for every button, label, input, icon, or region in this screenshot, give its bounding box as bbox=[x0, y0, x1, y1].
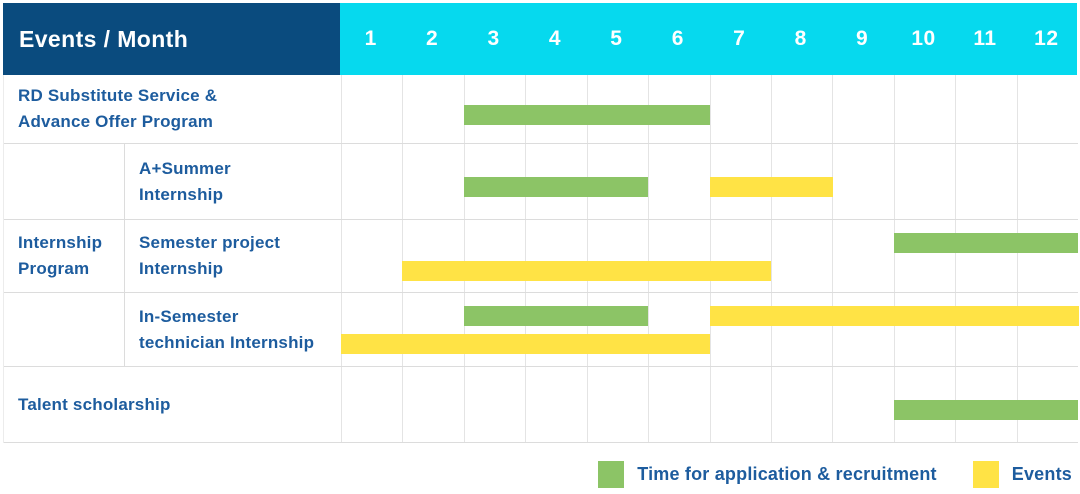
gantt-bar-event bbox=[710, 177, 833, 197]
row-label-line: Internship bbox=[139, 184, 224, 204]
row-label: Talent scholarship bbox=[4, 367, 341, 442]
legend-label-application: Time for application & recruitment bbox=[637, 464, 937, 484]
table-body: RD Substitute Service & Advance Offer Pro… bbox=[3, 75, 1079, 443]
month-header-strip: 1 2 3 4 5 6 7 8 9 10 11 12 bbox=[340, 3, 1077, 75]
month-gridline-5 bbox=[648, 75, 649, 443]
month-gridline-3 bbox=[525, 75, 526, 443]
row-label: A+Summer Internship bbox=[125, 144, 341, 219]
month-header-12: 12 bbox=[1034, 27, 1059, 50]
month-gridline-9 bbox=[894, 75, 895, 443]
table-row-5: Talent scholarship bbox=[4, 367, 1078, 443]
row-label-line: In-Semester bbox=[139, 306, 239, 326]
row-label-line: Internship bbox=[139, 259, 224, 278]
month-gridline-7 bbox=[771, 75, 772, 443]
table-row-1: RD Substitute Service & Advance Offer Pro… bbox=[4, 75, 1078, 144]
month-gridline-1 bbox=[402, 75, 403, 443]
gantt-bar-application bbox=[464, 177, 648, 197]
row-label: In-Semester technician Internship bbox=[125, 293, 341, 366]
month-header-5: 5 bbox=[610, 27, 623, 50]
row-label-line: technician Internship bbox=[139, 332, 315, 352]
month-header-10: 10 bbox=[911, 27, 936, 50]
chart-legend: Time for application & recruitment Events bbox=[598, 461, 1072, 488]
gantt-bar-event bbox=[402, 261, 771, 281]
month-header-3: 3 bbox=[487, 27, 500, 50]
events-by-month-table: Events / Month 1 2 3 4 5 6 7 8 9 10 11 12 RD Substi… bbox=[3, 3, 1079, 443]
month-gridline-2 bbox=[464, 75, 465, 443]
table-row-2: A+Summer Internship bbox=[4, 144, 1078, 220]
month-gridline-6 bbox=[710, 75, 711, 443]
month-header-8: 8 bbox=[794, 27, 807, 50]
month-gridline-4 bbox=[587, 75, 588, 443]
month-gridline-10 bbox=[955, 75, 956, 443]
legend-swatch-event bbox=[972, 461, 999, 488]
gantt-bar-application bbox=[894, 400, 1078, 420]
table-row-4: In-Semester technician Internship bbox=[4, 293, 1079, 367]
row-label-line: Semester project bbox=[139, 233, 281, 252]
label-month-divider bbox=[341, 75, 342, 443]
row-label-line: A+Summer bbox=[139, 158, 231, 178]
table-header-row: Events / Month 1 2 3 4 5 6 7 8 9 10 11 12 bbox=[3, 3, 1077, 75]
gantt-bar-application bbox=[464, 306, 648, 326]
month-header-11: 11 bbox=[973, 27, 997, 50]
row-label-line: RD Substitute Service & bbox=[18, 86, 218, 105]
month-header-7: 7 bbox=[733, 27, 746, 50]
gantt-bar-event bbox=[710, 306, 1079, 326]
month-header-9: 9 bbox=[855, 27, 869, 50]
table-title: Events / Month bbox=[19, 25, 189, 52]
row-label-line: Talent scholarship bbox=[18, 394, 171, 414]
month-header-1: 1 bbox=[364, 27, 377, 50]
group-label-line: Internship bbox=[18, 232, 103, 252]
gantt-bar-application bbox=[894, 233, 1078, 253]
group-cell-internship-program: Internship Program bbox=[4, 144, 125, 367]
row-label: Semester project Internship bbox=[125, 220, 341, 292]
header-events-month-cell: Events / Month bbox=[3, 3, 340, 75]
row-label-line: Advance Offer Program bbox=[18, 112, 214, 131]
gantt-bar-application bbox=[464, 105, 710, 125]
month-gridline-11 bbox=[1017, 75, 1018, 443]
month-header-2: 2 bbox=[426, 27, 439, 50]
month-header-4: 4 bbox=[548, 27, 562, 50]
table-row-3: Semester project Internship bbox=[4, 220, 1078, 293]
month-header-6: 6 bbox=[671, 27, 684, 50]
gantt-bar-event bbox=[341, 334, 710, 354]
group-label-line: Program bbox=[18, 258, 90, 278]
legend-label-event: Events bbox=[1011, 464, 1072, 484]
month-gridline-8 bbox=[832, 75, 833, 443]
row-label: RD Substitute Service & Advance Offer Pro… bbox=[4, 75, 341, 143]
legend-swatch-application bbox=[598, 461, 625, 488]
